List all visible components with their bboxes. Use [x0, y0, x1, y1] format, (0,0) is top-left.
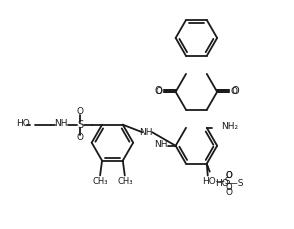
Text: HO—S: HO—S: [202, 177, 231, 186]
Text: O: O: [225, 171, 232, 180]
Text: O: O: [154, 86, 162, 96]
Text: NH: NH: [154, 140, 168, 149]
Text: HO—S: HO—S: [215, 179, 243, 188]
Text: NH₂: NH₂: [222, 122, 239, 131]
Text: HO: HO: [16, 119, 30, 128]
Text: O: O: [225, 183, 232, 192]
Text: O: O: [77, 107, 84, 116]
Text: O: O: [231, 86, 239, 96]
Text: O: O: [77, 133, 84, 142]
Text: NH: NH: [140, 128, 153, 137]
Text: O: O: [226, 188, 233, 197]
Text: CH₃: CH₃: [92, 177, 108, 186]
Text: NH: NH: [54, 119, 67, 128]
Text: O: O: [226, 171, 233, 180]
Text: O: O: [155, 87, 162, 96]
Text: S: S: [77, 120, 83, 130]
Text: O: O: [230, 87, 238, 96]
Text: CH₃: CH₃: [117, 177, 133, 186]
